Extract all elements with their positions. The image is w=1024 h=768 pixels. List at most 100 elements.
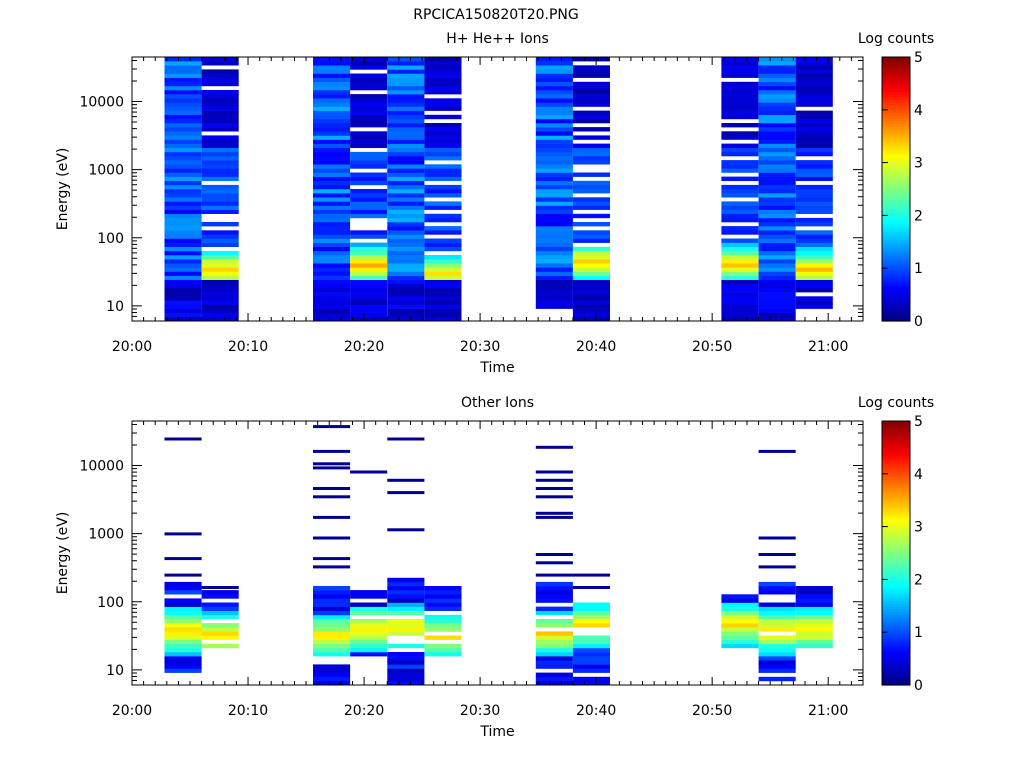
spectrogram-cell — [795, 90, 833, 95]
spectrogram-cell — [572, 114, 610, 120]
spectrogram-cell — [350, 114, 388, 120]
spectrogram-cell — [387, 114, 425, 120]
colorbar-segment — [882, 534, 910, 538]
spectrogram-cell — [535, 94, 573, 99]
spectrogram-cell — [721, 123, 759, 128]
spectrogram-cell — [350, 172, 388, 177]
spectrogram-cell — [535, 242, 573, 247]
spectrogram-cell — [535, 114, 573, 120]
spectrogram-cell — [201, 127, 239, 132]
spectrogram-cell — [795, 627, 833, 632]
spectrogram-cell — [424, 647, 462, 653]
spectrogram-cell — [424, 114, 462, 120]
colorbar — [882, 57, 910, 322]
colorbar-segment — [882, 133, 910, 137]
colorbar-segment — [882, 613, 910, 617]
spectrogram-cell — [424, 242, 462, 247]
colorbar-tick-label: 4 — [914, 467, 923, 483]
spectrogram-cell — [424, 98, 462, 103]
spectrogram-cell — [795, 69, 833, 74]
spectrogram-cell — [313, 90, 351, 95]
spectrogram-cell — [350, 635, 388, 640]
colorbar-tick-label: 5 — [914, 50, 923, 66]
colorbar-segment — [882, 431, 910, 435]
colorbar-segment — [882, 125, 910, 129]
plot-frame — [131, 420, 864, 686]
colorbar-segment — [882, 516, 910, 520]
spectrogram-cell — [795, 259, 833, 264]
spectrogram-cell — [424, 652, 462, 657]
colorbar-segment — [882, 436, 910, 441]
spectrogram-cell — [424, 288, 462, 293]
colorbar-segment — [882, 442, 910, 446]
spectrogram-cell — [758, 279, 796, 285]
spectrogram-cell — [795, 102, 833, 107]
spectrogram-cell — [313, 308, 351, 313]
spectrogram-cell — [387, 230, 425, 235]
spectrogram-cell — [387, 168, 425, 173]
spectrogram-cell — [164, 532, 202, 536]
spectrogram-cell — [721, 65, 759, 70]
x-tick-label: 20:50 — [692, 339, 732, 355]
spectrogram-cell — [201, 139, 239, 144]
colorbar-segment — [882, 268, 910, 272]
colorbar-segment — [882, 571, 910, 575]
spectrogram-cell — [201, 193, 239, 198]
spectrogram-cell — [758, 180, 796, 186]
spectrogram-cell — [387, 217, 425, 223]
spectrogram-cell — [201, 189, 239, 194]
spectrogram-cell — [387, 619, 425, 624]
colorbar-segment — [882, 642, 910, 646]
spectrogram-cell — [535, 184, 573, 190]
colorbar-segment — [882, 484, 910, 488]
colorbar-segment — [882, 281, 910, 285]
colorbar-segment — [882, 531, 910, 536]
colorbar-segment — [882, 648, 910, 652]
colorbar-segment — [882, 265, 910, 269]
colorbar-tick-label: 3 — [914, 156, 923, 172]
spectrogram-cell — [164, 123, 202, 128]
spectrogram-cell — [164, 110, 202, 115]
spectrogram-cell — [535, 57, 573, 62]
spectrogram-cell — [387, 69, 425, 74]
x-tick-label: 20:00 — [112, 339, 152, 355]
spectrogram-cell — [721, 246, 759, 252]
spectrogram-cell — [424, 590, 462, 595]
x-tick-label: 20:50 — [692, 703, 732, 719]
spectrogram-cell — [572, 180, 610, 186]
colorbar-segment — [882, 542, 910, 546]
colorbar-segment — [882, 671, 910, 676]
spectrogram-cell — [164, 664, 202, 669]
spectrogram-cell — [795, 98, 833, 103]
spectrogram-cell — [721, 288, 759, 293]
colorbar-segment — [882, 72, 910, 77]
spectrogram-cell — [758, 168, 796, 173]
spectrogram-cell — [721, 201, 759, 206]
spectrogram-cell — [424, 619, 462, 624]
spectrogram-cell — [350, 156, 388, 161]
colorbar-segment — [882, 170, 910, 174]
colorbar-segment — [882, 563, 910, 567]
spectrogram-cell — [201, 300, 239, 305]
spectrogram-cell — [795, 127, 833, 132]
colorbar-segment — [882, 566, 910, 570]
spectrogram-cell — [795, 147, 833, 153]
spectrogram-cell — [758, 118, 796, 124]
spectrogram-cell — [164, 205, 202, 210]
colorbar-segment — [882, 508, 910, 512]
spectrogram-cell — [424, 131, 462, 136]
spectrogram-cell — [164, 259, 202, 264]
colorbar-segment — [882, 434, 910, 438]
spectrogram-cell — [350, 189, 388, 194]
spectrogram-cell — [758, 565, 796, 569]
spectrogram-cell — [313, 131, 351, 136]
spectrogram-cell — [313, 614, 351, 620]
spectrogram-cell — [164, 61, 202, 66]
spectrogram-cell — [387, 135, 425, 140]
colorbar-segment — [882, 136, 910, 140]
spectrogram-cell — [201, 209, 239, 214]
spectrogram-cell — [572, 292, 610, 297]
spectrogram-cell — [164, 193, 202, 198]
spectrogram-cell — [313, 259, 351, 264]
colorbar-segment — [882, 144, 910, 148]
